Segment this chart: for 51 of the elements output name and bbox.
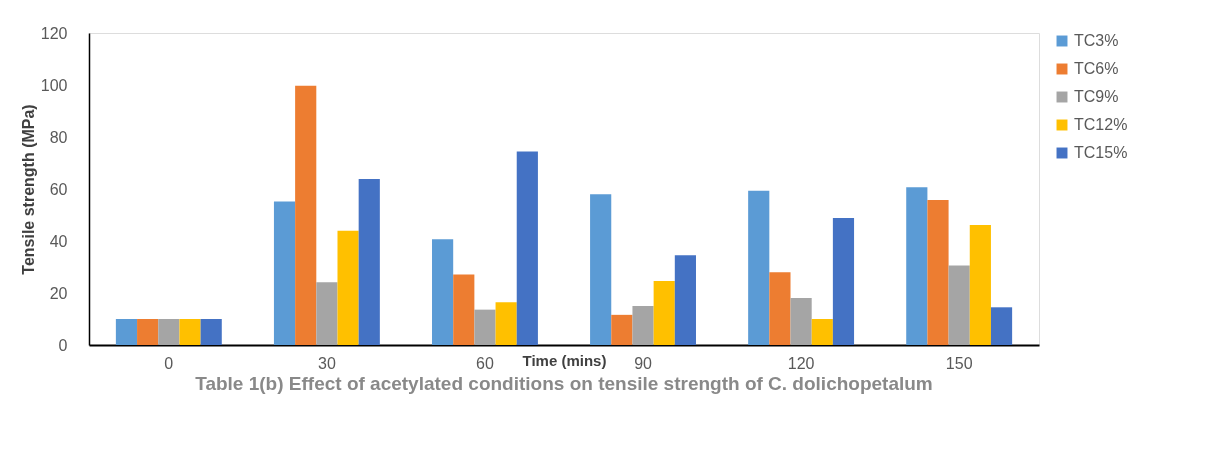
y-tick-label: 60: [49, 180, 68, 198]
bar: [115, 319, 138, 345]
bar: [200, 319, 222, 345]
y-tick-label: 40: [49, 232, 68, 250]
x-tick-label: 90: [634, 354, 653, 372]
bar: [674, 255, 696, 345]
y-tick-label: 0: [58, 336, 68, 354]
bar: [273, 201, 296, 345]
bar: [927, 199, 949, 345]
bar: [906, 187, 928, 345]
bar: [790, 297, 812, 345]
bar: [295, 85, 317, 345]
legend-label: TC15%: [1074, 144, 1128, 161]
bar: [358, 179, 380, 345]
legend-label: TC6%: [1074, 60, 1119, 77]
bar: [769, 272, 791, 345]
bar: [474, 309, 496, 345]
bar: [611, 314, 633, 345]
text: Table 1(b) Effect of acetylated conditions on tensile strength of C. dolichopetalum: [195, 373, 933, 394]
x-axis-title: Time (mins): [522, 351, 607, 369]
bar: [948, 265, 970, 345]
x-tick-label: 0: [164, 354, 174, 372]
bar: [811, 319, 833, 345]
bar: [969, 224, 991, 345]
bar: [653, 281, 675, 345]
bar: [516, 151, 538, 345]
bar: [495, 302, 517, 345]
bar: [179, 319, 201, 345]
bar: [337, 230, 359, 345]
bar: [432, 239, 454, 345]
bar: [990, 307, 1013, 345]
x-tick-label: 60: [476, 354, 494, 372]
bar: [832, 218, 855, 345]
x-tick-label: 120: [787, 354, 815, 372]
x-tick-label: 150: [945, 354, 973, 372]
y-tick-label: 80: [49, 128, 68, 146]
bar: [632, 306, 654, 345]
bar: [158, 319, 180, 345]
legend-label: TC9%: [1074, 88, 1119, 105]
bar: [316, 282, 338, 345]
bar: [453, 274, 475, 345]
x-tick-label: 30: [318, 354, 336, 372]
bar: [590, 194, 612, 345]
y-tick-label: 120: [40, 24, 68, 42]
y-tick-label: 100: [40, 76, 68, 94]
bar: [748, 190, 770, 345]
legend-label: TC3%: [1074, 32, 1119, 49]
legend-label: TC12%: [1074, 116, 1128, 133]
y-axis-title: Tensile strength (MPa): [19, 104, 37, 275]
y-tick-label: 20: [49, 284, 68, 302]
bar: [137, 319, 159, 345]
